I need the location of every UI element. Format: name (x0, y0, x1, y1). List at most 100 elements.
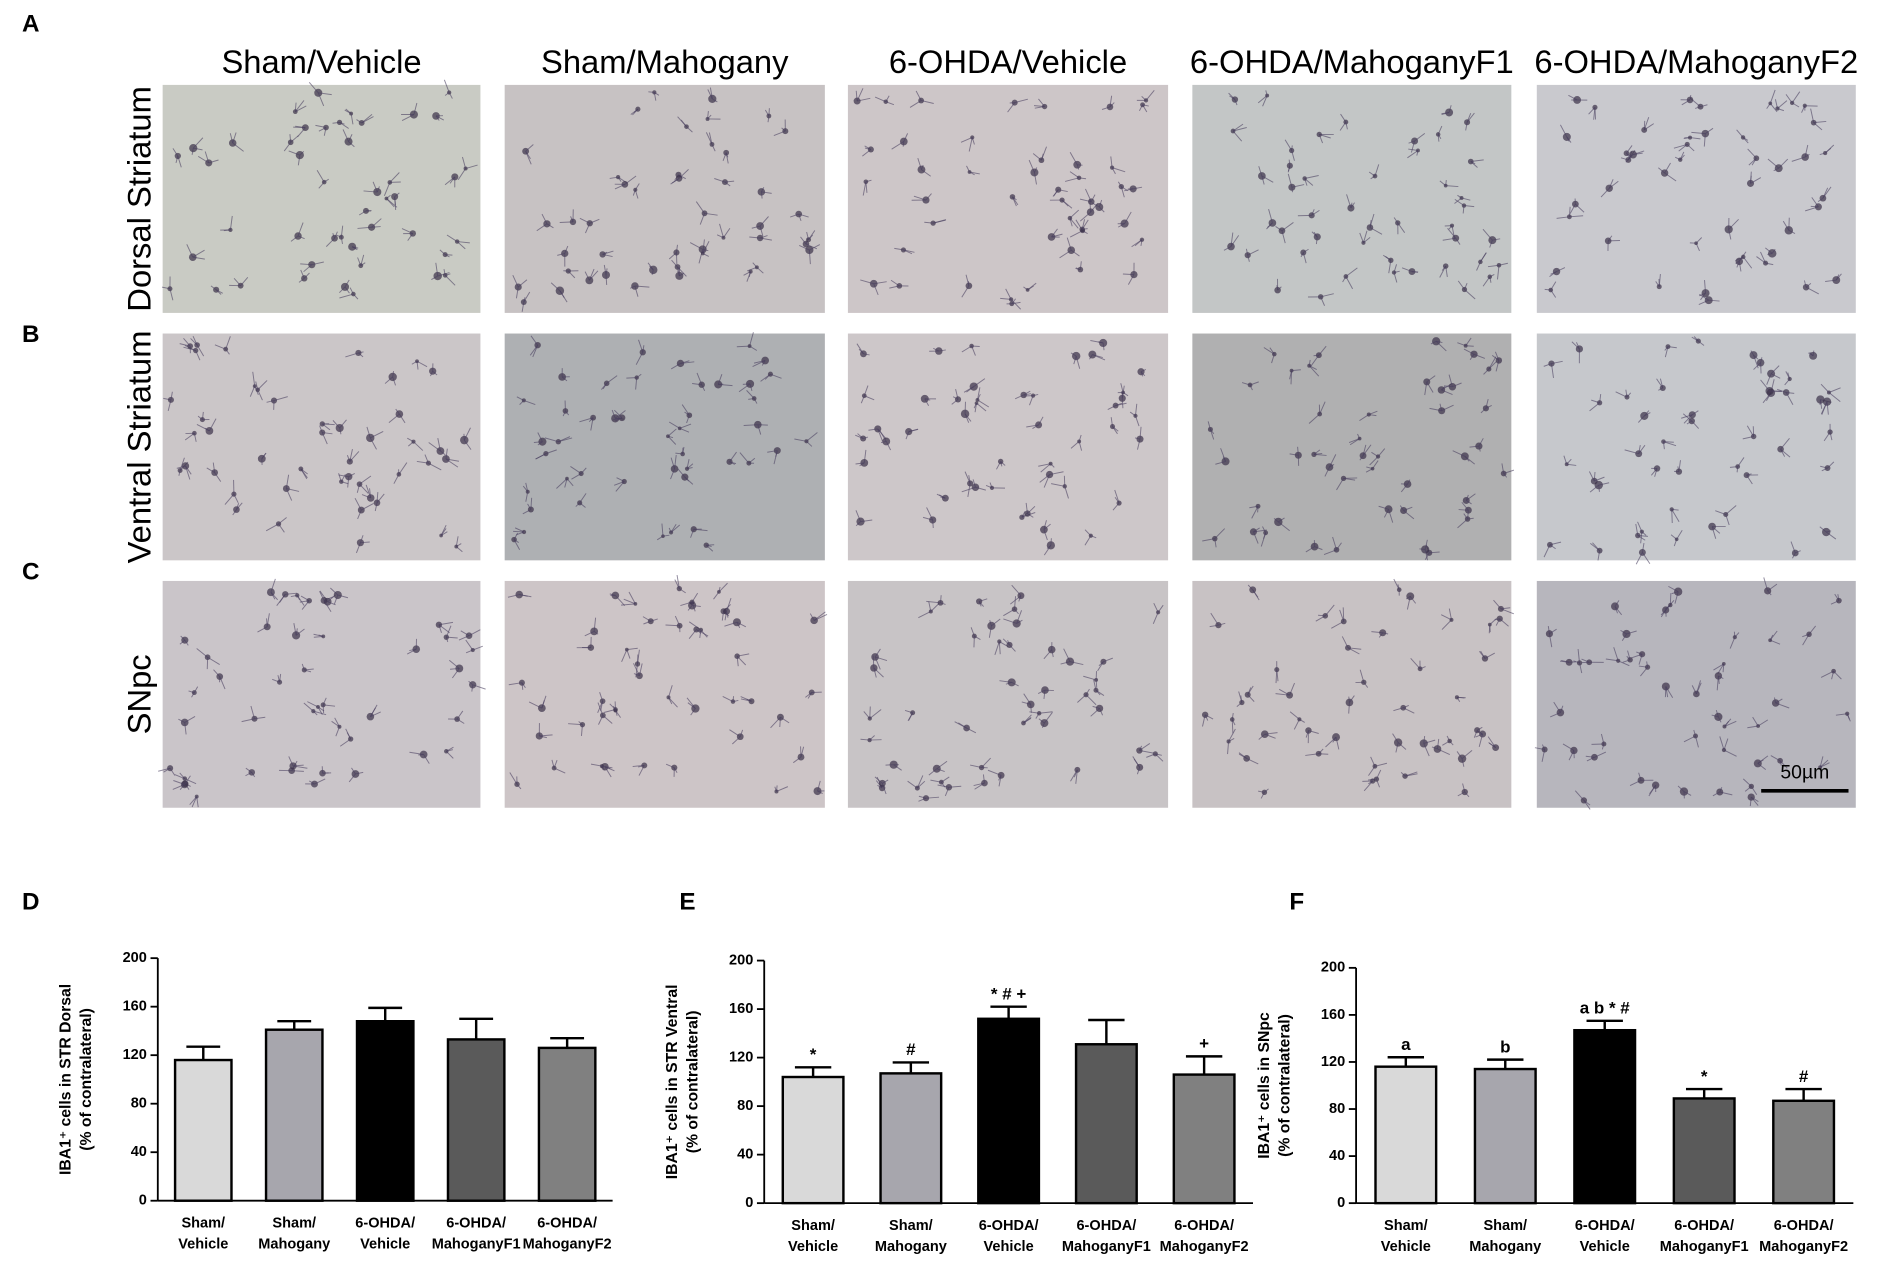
process (753, 398, 758, 404)
process (686, 697, 696, 709)
process (928, 601, 932, 612)
process (1579, 662, 1583, 674)
process (1293, 719, 1300, 730)
process (546, 223, 554, 229)
process (196, 648, 208, 658)
process (626, 649, 631, 659)
process (605, 274, 608, 285)
process (1593, 107, 1596, 120)
process (1061, 199, 1073, 209)
process (445, 273, 451, 276)
process (1038, 718, 1045, 724)
process (981, 757, 991, 768)
process (633, 673, 640, 677)
process (740, 696, 752, 702)
column-header: 6-OHDA/Vehicle (889, 43, 1127, 80)
process (1548, 633, 1553, 648)
process (1339, 609, 1345, 622)
process (1574, 790, 1585, 801)
process (579, 493, 587, 504)
process (535, 453, 547, 460)
process (570, 466, 582, 474)
process (465, 639, 474, 651)
process (961, 486, 976, 493)
process (240, 276, 249, 286)
process (1803, 280, 1807, 288)
process (864, 395, 875, 401)
process (1095, 679, 1098, 688)
process (450, 667, 460, 670)
process (1093, 679, 1097, 691)
process (630, 285, 636, 289)
process (1795, 550, 1801, 554)
process (1482, 228, 1493, 241)
process (358, 210, 367, 216)
process (678, 169, 689, 179)
process (1275, 693, 1290, 696)
process (1826, 401, 1829, 415)
process (1300, 252, 1304, 258)
process (1503, 473, 1508, 478)
process (197, 155, 210, 164)
process (743, 271, 751, 276)
process (289, 134, 292, 143)
process (1313, 231, 1318, 238)
process (1614, 600, 1620, 607)
process (1465, 493, 1476, 501)
process (1120, 383, 1124, 393)
process (361, 114, 373, 124)
process (1737, 457, 1745, 467)
process (1820, 670, 1834, 678)
process (1534, 747, 1545, 750)
y-tick-label: 40 (131, 1144, 147, 1160)
process (1230, 235, 1240, 247)
process (1028, 159, 1035, 173)
process (1750, 350, 1754, 356)
process (357, 257, 362, 266)
process (1079, 198, 1092, 203)
process (665, 763, 675, 769)
process (1443, 385, 1453, 388)
y-tick-label: 160 (1321, 1007, 1345, 1023)
process (626, 377, 637, 379)
process (578, 721, 583, 726)
process (1236, 702, 1243, 708)
process (1724, 720, 1730, 727)
process (1736, 129, 1744, 138)
process (1461, 758, 1465, 767)
process (1069, 230, 1083, 238)
process (193, 433, 197, 442)
process (1770, 365, 1780, 375)
process (1487, 264, 1500, 268)
process (1744, 785, 1752, 792)
process (614, 183, 626, 190)
process (723, 227, 731, 238)
x-tick-label: 6-OHDA/MahoganyF2 (1160, 1218, 1249, 1255)
micrograph-bg (847, 84, 1169, 313)
process (732, 699, 739, 703)
process (1769, 103, 1778, 113)
process (855, 462, 865, 465)
y-tick-label: 200 (729, 952, 753, 968)
process (460, 630, 470, 637)
process (386, 194, 391, 199)
process (863, 353, 870, 356)
micrograph-bg (504, 84, 825, 313)
process (1488, 356, 1497, 370)
process (1262, 526, 1267, 534)
process (1083, 675, 1097, 681)
process (689, 242, 703, 250)
process (348, 134, 353, 142)
process (1308, 413, 1320, 424)
process (303, 264, 313, 273)
process (1695, 243, 1700, 252)
process (184, 778, 197, 785)
bar (355, 1020, 415, 1202)
process (1012, 196, 1017, 207)
process (1092, 705, 1100, 709)
process (1348, 438, 1360, 443)
process (869, 735, 875, 741)
process (1566, 463, 1577, 466)
process (285, 488, 293, 501)
process (1626, 392, 1632, 398)
